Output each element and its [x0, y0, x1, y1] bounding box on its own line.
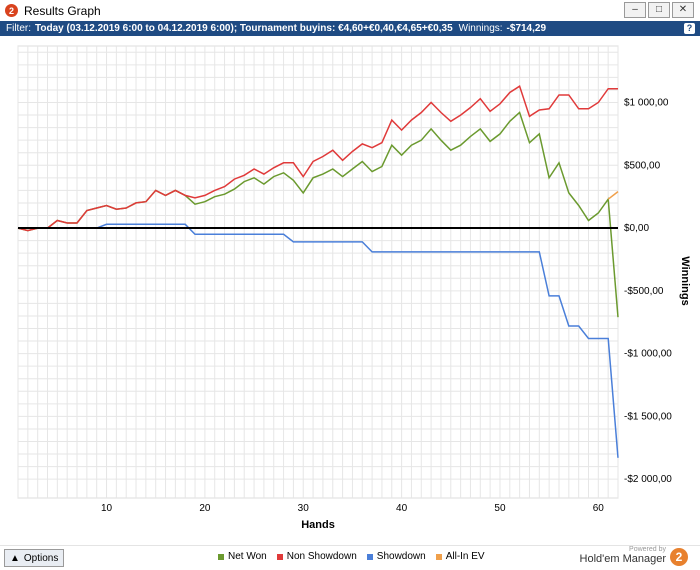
- y-tick-label: $1 000,00: [624, 98, 669, 109]
- window-controls: – □ ✕: [624, 2, 694, 18]
- legend-swatch: [218, 553, 224, 560]
- x-axis-label: Hands: [301, 519, 335, 531]
- x-tick-label: 40: [396, 503, 408, 514]
- series-line-all-in-ev: [607, 191, 619, 200]
- options-button[interactable]: ▲ Options: [4, 549, 65, 567]
- y-tick-label: -$500,00: [624, 286, 664, 297]
- x-tick-label: 10: [101, 503, 113, 514]
- legend-item[interactable]: Net Won: [218, 551, 267, 562]
- legend-item[interactable]: Non Showdown: [276, 551, 357, 562]
- legend-swatch: [366, 553, 373, 560]
- y-tick-label: -$1 500,00: [624, 411, 672, 422]
- y-tick-label: $0,00: [624, 223, 649, 234]
- series-line-showdown: [18, 223, 619, 458]
- legend-label: All-In EV: [445, 551, 485, 562]
- close-button[interactable]: ✕: [672, 2, 694, 18]
- title-bar: 2 Results Graph – □ ✕: [0, 0, 700, 22]
- filter-prefix: Filter:: [6, 23, 31, 34]
- options-label: Options: [23, 552, 59, 564]
- window-title: Results Graph: [24, 3, 101, 18]
- y-axis-label: Winnings: [679, 256, 691, 305]
- filter-text: Today (03.12.2019 6:00 to 04.12.2019 6:0…: [35, 23, 453, 34]
- chart-series: [17, 85, 619, 458]
- legend-swatch: [435, 553, 442, 560]
- triangle-up-icon: ▲: [10, 552, 20, 564]
- legend-label: Net Won: [228, 551, 267, 562]
- app-logo-icon: 2: [5, 4, 18, 17]
- brand-name: Hold'em Manager: [579, 553, 666, 565]
- chart-legend: Net Won Non Showdown Showdown All-In EV: [218, 551, 485, 562]
- chart-ticks: 10 20 30 40 50 60 $1 000,00 $500,00 $0,00 -$500,0…: [101, 98, 672, 515]
- y-tick-label: -$2 000,00: [624, 474, 672, 485]
- winnings-value: -$714,29: [506, 23, 547, 34]
- results-chart: 10 20 30 40 50 60 $1 000,00 $500,00 $0,00 -$500,0…: [17, 45, 691, 531]
- chart-grid: [17, 45, 619, 499]
- series-line-non-showdown: [17, 85, 618, 232]
- y-tick-label: -$1 000,00: [624, 349, 672, 360]
- bottom-bar: ▲ Options Net Won Non Showdown Showdown All…: [0, 545, 700, 570]
- plot-area: [17, 45, 619, 499]
- x-tick-label: 20: [199, 503, 211, 514]
- hm-logo-icon: 2: [670, 548, 688, 566]
- legend-label: Showdown: [376, 551, 426, 562]
- maximize-button[interactable]: □: [648, 2, 670, 18]
- powered-by-text: Powered by: [629, 546, 666, 553]
- y-tick-label: $500,00: [624, 160, 661, 171]
- minimize-button[interactable]: –: [624, 2, 646, 18]
- legend-swatch: [276, 553, 283, 560]
- filter-bar: Filter: Today (03.12.2019 6:00 to 04.12.…: [0, 21, 700, 36]
- x-tick-label: 60: [593, 503, 605, 514]
- winnings-label: Winnings:: [458, 23, 503, 34]
- help-icon[interactable]: ?: [684, 23, 695, 34]
- x-tick-label: 30: [298, 503, 310, 514]
- legend-label: Non Showdown: [286, 551, 357, 562]
- powered-by: Powered by Hold'em Manager: [580, 546, 666, 565]
- x-tick-label: 50: [494, 503, 506, 514]
- legend-item[interactable]: All-In EV: [435, 551, 485, 562]
- legend-item[interactable]: Showdown: [366, 551, 426, 562]
